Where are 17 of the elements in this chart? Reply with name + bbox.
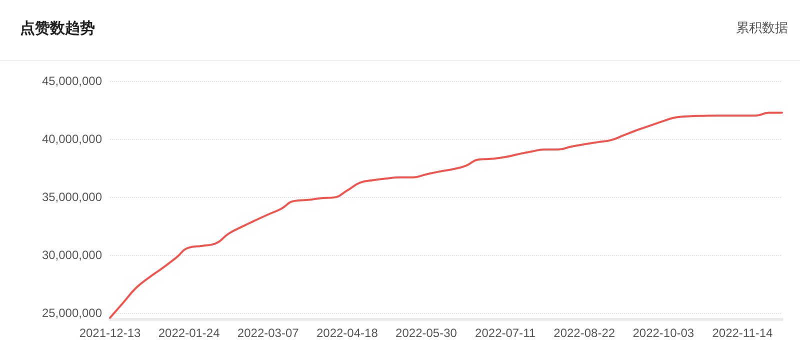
x-tick-label: 2022-04-18	[316, 326, 378, 340]
chart-title: 点赞数趋势	[20, 19, 95, 38]
text: 累积数据	[736, 20, 788, 37]
y-tick-label: 35,000,000	[42, 190, 102, 204]
line-series	[109, 112, 783, 319]
x-tick-label: 2022-03-07	[237, 326, 300, 340]
y-tick-label: 40,000,000	[42, 132, 102, 146]
x-tick-label: 2022-08-22	[554, 326, 616, 340]
x-tick-label: 2022-01-24	[158, 326, 220, 340]
y-tick-label: 45,000,000	[42, 74, 102, 88]
y-tick-label: 25,000,000	[42, 306, 102, 320]
y-tick-label: 30,000,000	[42, 248, 102, 262]
x-tick-label: 2022-07-11	[475, 326, 536, 340]
x-tick-label: 2021-12-13	[79, 326, 142, 340]
x-tick-label: 2022-10-03	[632, 326, 694, 340]
x-tick-label: 2022-05-30	[396, 326, 458, 340]
x-tick-label: 2022-11-14	[712, 326, 774, 340]
